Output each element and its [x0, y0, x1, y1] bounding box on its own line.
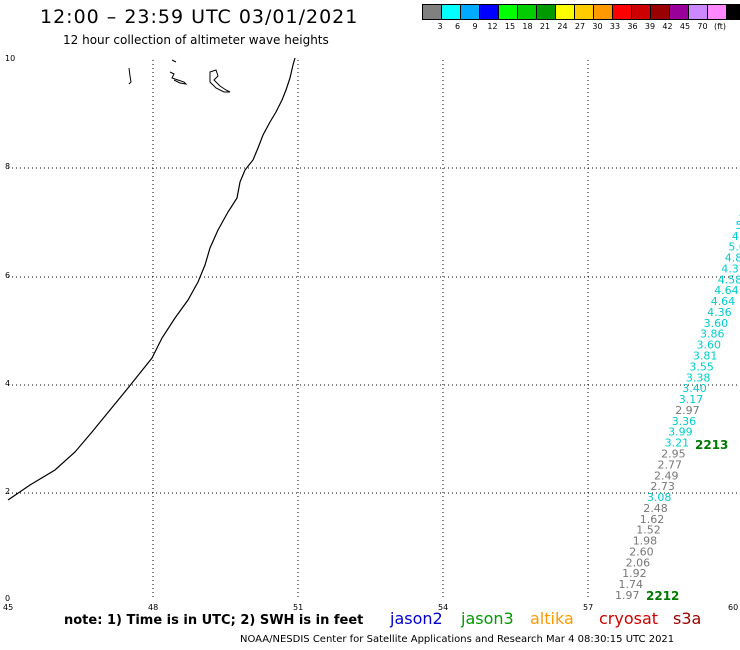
- colorscale-label: 24: [557, 22, 568, 31]
- colorscale-label: 6: [454, 22, 461, 31]
- mission-label-jason2: jason2: [390, 609, 443, 628]
- swh-value: 3.55: [689, 360, 714, 373]
- swh-value: 2.95: [661, 448, 686, 461]
- colorscale-label: 18: [522, 22, 533, 31]
- colorscale-label: 45: [679, 22, 691, 31]
- swh-value: 2.97: [675, 404, 700, 417]
- swh-value: 4.37: [721, 262, 740, 275]
- swh-value: 1.98: [633, 535, 658, 548]
- y-tick-label: 10: [5, 54, 16, 63]
- pass-number: 2212: [646, 589, 679, 603]
- swh-value: 3.36: [672, 415, 697, 428]
- colorscale-label: 42: [662, 22, 673, 31]
- footnote: note: 1) Time is in UTC; 2) SWH is in fe…: [64, 613, 364, 628]
- map-subtitle: 12 hour collection of altimeter wave hei…: [63, 33, 329, 47]
- mission-label-altika: altika: [530, 609, 574, 628]
- x-tick-label: 51: [293, 603, 304, 612]
- mission-label-cryosat: cryosat: [599, 609, 659, 628]
- swh-value: 3.21: [665, 437, 690, 450]
- colorscale-label: 9: [472, 22, 478, 31]
- swh-value: 1.52: [636, 524, 661, 537]
- y-tick-label: 0: [5, 594, 11, 603]
- swh-value: 4.64: [714, 284, 739, 297]
- swh-value: 2.06: [626, 556, 651, 569]
- colorscale-swatch: [726, 4, 740, 20]
- colorscale-label: 70: [697, 22, 708, 31]
- y-tick-label: 8: [5, 162, 11, 171]
- grid-lines: [8, 60, 740, 600]
- swh-value: 2.48: [643, 502, 668, 515]
- x-tick-label: 45: [3, 603, 14, 612]
- swh-value: 3.81: [693, 350, 718, 363]
- colorscale-label: 12: [487, 22, 498, 31]
- swh-value: 3.38: [686, 371, 711, 384]
- y-tick-label: 6: [5, 271, 11, 280]
- pass-number: 2213: [695, 438, 728, 452]
- swh-value: 4.36: [707, 306, 732, 319]
- swh-value: 3.08: [647, 491, 672, 504]
- swh-value: 2.49: [654, 469, 679, 482]
- swh-track: 1.971.741.922.062.601.981.521.622.483.08…: [615, 208, 740, 602]
- swh-value: 3.17: [679, 393, 704, 406]
- x-tick-label: 57: [583, 603, 594, 612]
- colorscale-label: 39: [644, 22, 656, 31]
- y-tick-label: 4: [5, 379, 11, 388]
- swh-value: 1.62: [640, 513, 665, 526]
- swh-value: 3.40: [682, 382, 707, 395]
- swh-value: 5.: [736, 219, 740, 232]
- pass-labels: 2212 2213: [646, 438, 728, 603]
- colorscale-label: 33: [609, 22, 621, 31]
- colorscale-label: 3: [437, 22, 443, 31]
- swh-value: 4.58: [718, 273, 740, 286]
- x-tick-label: 48: [148, 603, 159, 612]
- mission-label-s3a: s3a: [673, 609, 702, 628]
- colorscale-legend: [422, 4, 740, 20]
- swh-value: 2.60: [629, 546, 654, 559]
- x-tick-label: 54: [438, 603, 449, 612]
- islands: [128, 59, 231, 93]
- coastline: [7, 57, 296, 501]
- y-tick-label: 2: [5, 487, 11, 496]
- colorscale-label: 27: [574, 22, 586, 31]
- swh-value: 2.77: [658, 458, 683, 471]
- swh-value: 5.0: [728, 241, 740, 254]
- colorscale-label: 36: [627, 22, 638, 31]
- colorscale-label: 15: [504, 22, 516, 31]
- colorscale-labels: 3 6 9 12 15 18 21 24 27 30 33 36 39 42 45 70 (ft): [423, 22, 740, 34]
- credit-line: NOAA/NESDIS Center for Satellite Applica…: [240, 634, 675, 645]
- swh-value: 3.60: [697, 339, 722, 352]
- swh-value: 4.: [732, 230, 740, 243]
- colorscale-label: (ft): [713, 22, 727, 31]
- swh-value: 3.60: [704, 317, 729, 330]
- swh-value: 4.64: [711, 295, 736, 308]
- colorscale-label: 30: [592, 22, 603, 31]
- swh-value: 1.97: [615, 589, 640, 602]
- swh-value: 1.74: [619, 578, 644, 591]
- swh-value: 3.99: [668, 426, 693, 439]
- x-tick-label: 60: [728, 603, 739, 612]
- swh-value: 4.86: [725, 252, 740, 265]
- swh-value: 1.92: [622, 567, 647, 580]
- map-title: 12:00 – 23:59 UTC 03/01/2021: [40, 6, 359, 28]
- colorscale-label: 21: [539, 22, 551, 31]
- swh-value: 2.73: [650, 480, 675, 493]
- swh-value: 3.86: [700, 328, 725, 341]
- mission-label-jason3: jason3: [461, 609, 514, 628]
